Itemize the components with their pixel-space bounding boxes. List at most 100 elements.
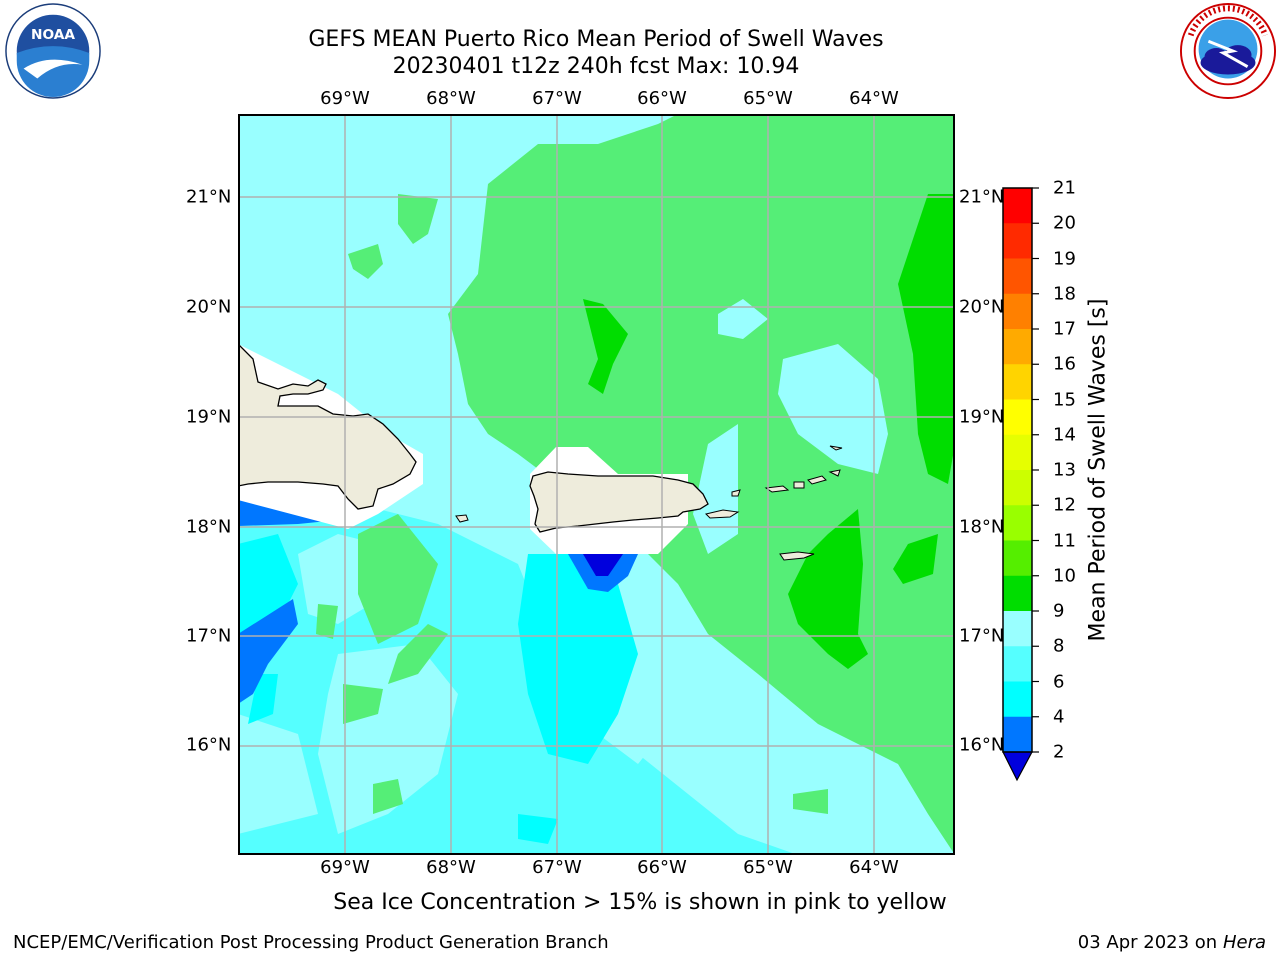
map-subtitle: 20230401 t12z 240h fcst Max: 10.94 bbox=[392, 54, 800, 79]
colorbar-swatch bbox=[1003, 188, 1032, 224]
island-st-john bbox=[793, 481, 805, 489]
map-title: GEFS MEAN Puerto Rico Mean Period of Swe… bbox=[308, 27, 884, 52]
lon-label-top: 66°W bbox=[637, 88, 687, 109]
footer-date-text: 03 Apr 2023 on bbox=[1077, 932, 1223, 953]
contour-9-10s-west bbox=[348, 244, 383, 279]
colorbar-swatch bbox=[1003, 646, 1032, 682]
lat-label-right: 19°N bbox=[959, 406, 1005, 428]
swell-period-map bbox=[238, 114, 955, 855]
island-tortola bbox=[807, 475, 827, 485]
svg-text:NOAA: NOAA bbox=[31, 27, 75, 43]
colorbar-swatch bbox=[1003, 716, 1032, 753]
colorbar-swatch bbox=[1003, 681, 1032, 718]
contour-below-2s bbox=[583, 554, 623, 576]
colorbar-tick-label: 4 bbox=[1053, 706, 1065, 728]
nws-logo bbox=[1179, 2, 1277, 100]
island-anegada bbox=[828, 469, 841, 477]
colorbar-swatch bbox=[1003, 258, 1032, 295]
colorbar-tick-label: 16 bbox=[1053, 353, 1076, 375]
lon-label-top: 68°W bbox=[426, 88, 476, 109]
colorbar-swatch bbox=[1003, 470, 1032, 506]
lon-label-top: 65°W bbox=[743, 88, 793, 109]
lon-label-bottom: 67°W bbox=[532, 857, 582, 878]
contour-9-10s-northwest bbox=[398, 194, 438, 244]
colorbar-swatch bbox=[1003, 611, 1032, 647]
contour-8-9s-pocket bbox=[718, 299, 768, 339]
colorbar-swatch bbox=[1003, 329, 1032, 365]
colorbar-tick-label: 21 bbox=[1053, 177, 1076, 199]
colorbar-swatch bbox=[1003, 575, 1032, 612]
colorbar-tick-label: 17 bbox=[1053, 318, 1076, 340]
lon-label-top: 64°W bbox=[849, 88, 899, 109]
contour-9-10s-south-b bbox=[388, 624, 448, 684]
colorbar-swatch bbox=[1003, 223, 1032, 259]
map-frame bbox=[238, 114, 955, 855]
lat-label-left: 19°N bbox=[186, 406, 232, 428]
colorbar-swatch bbox=[1003, 293, 1032, 330]
contour-8-9s-east bbox=[778, 344, 888, 474]
colorbar-swatch bbox=[1003, 364, 1032, 400]
lon-label-top: 69°W bbox=[320, 88, 370, 109]
colorbar bbox=[1002, 187, 1039, 782]
colorbar-tick-label: 12 bbox=[1053, 494, 1076, 516]
contour-9-10s-south-a bbox=[358, 514, 438, 644]
contour-4-6s-core bbox=[518, 554, 638, 764]
contour-8-9s-south-d bbox=[238, 714, 318, 834]
colorbar-tick-label: 10 bbox=[1053, 565, 1076, 587]
contour-10-11s-south bbox=[788, 509, 868, 669]
contour-9-10s-south-d bbox=[316, 604, 338, 639]
lon-label-bottom: 66°W bbox=[637, 857, 687, 878]
contour-10-11s-east bbox=[898, 194, 955, 484]
colorbar-tick-label: 11 bbox=[1053, 530, 1076, 551]
lon-label-bottom: 68°W bbox=[426, 857, 476, 878]
contour-4-6s-south bbox=[518, 814, 558, 844]
colorbar-extend-arrow bbox=[1002, 751, 1034, 782]
colorbar-tick-label: 6 bbox=[1053, 671, 1065, 692]
contour-9-10s-south-e bbox=[373, 779, 403, 814]
contour-2-4s-sw bbox=[238, 599, 298, 704]
lat-label-left: 17°N bbox=[186, 625, 232, 647]
contour-8-9s-channel bbox=[693, 424, 738, 554]
lat-label-right: 17°N bbox=[959, 625, 1005, 647]
colorbar-swatch bbox=[1003, 434, 1032, 471]
lon-label-top: 67°W bbox=[532, 88, 582, 109]
colorbar-tick-label: 2 bbox=[1053, 741, 1065, 763]
island-anguilla bbox=[829, 445, 843, 451]
footer-host: Hera bbox=[1222, 932, 1266, 953]
colorbar-tick-label: 13 bbox=[1053, 459, 1076, 481]
contour-9-10s-south-f bbox=[793, 789, 828, 814]
colorbar-tick-label: 18 bbox=[1053, 283, 1076, 305]
footer-date: 03 Apr 2023 on Hera bbox=[1078, 932, 1266, 953]
island-vieques bbox=[705, 509, 740, 519]
colorbar-tick-label: 9 bbox=[1053, 600, 1065, 622]
land-hispaniola bbox=[238, 343, 417, 510]
island-st-thomas bbox=[764, 485, 790, 493]
lat-label-right: 21°N bbox=[959, 186, 1005, 208]
noaa-logo: NOAA bbox=[5, 3, 101, 99]
contour-9-10s-south-c bbox=[343, 684, 383, 724]
lon-label-bottom: 69°W bbox=[320, 857, 370, 878]
island-st-croix bbox=[779, 551, 815, 561]
lon-label-bottom: 65°W bbox=[743, 857, 793, 878]
colorbar-swatch bbox=[1003, 540, 1032, 577]
lat-label-left: 16°N bbox=[186, 734, 232, 756]
footer-credit: NCEP/EMC/Verification Post Processing Pr… bbox=[13, 932, 609, 953]
lat-label-left: 21°N bbox=[186, 186, 232, 208]
graticule bbox=[238, 114, 955, 855]
colorbar-swatch bbox=[1003, 505, 1032, 541]
lat-label-left: 20°N bbox=[186, 296, 232, 318]
island-culebra bbox=[731, 489, 741, 497]
colorbar-tick-label: 14 bbox=[1053, 424, 1076, 446]
lat-label-right: 20°N bbox=[959, 296, 1005, 318]
colorbar-tick-label: 19 bbox=[1053, 248, 1076, 269]
island-mona bbox=[455, 514, 469, 523]
lat-label-right: 18°N bbox=[959, 516, 1005, 538]
lat-label-left: 18°N bbox=[186, 516, 232, 538]
colorbar-tick-label: 8 bbox=[1053, 635, 1065, 657]
contour-10-11s-se bbox=[893, 534, 938, 584]
lat-label-right: 16°N bbox=[959, 734, 1005, 756]
colorbar-tick-label: 15 bbox=[1053, 389, 1076, 410]
colorbar-label: Mean Period of Swell Waves [s] bbox=[1085, 298, 1111, 642]
land-puerto-rico bbox=[529, 471, 709, 533]
contour-10-11s-north bbox=[583, 299, 628, 394]
